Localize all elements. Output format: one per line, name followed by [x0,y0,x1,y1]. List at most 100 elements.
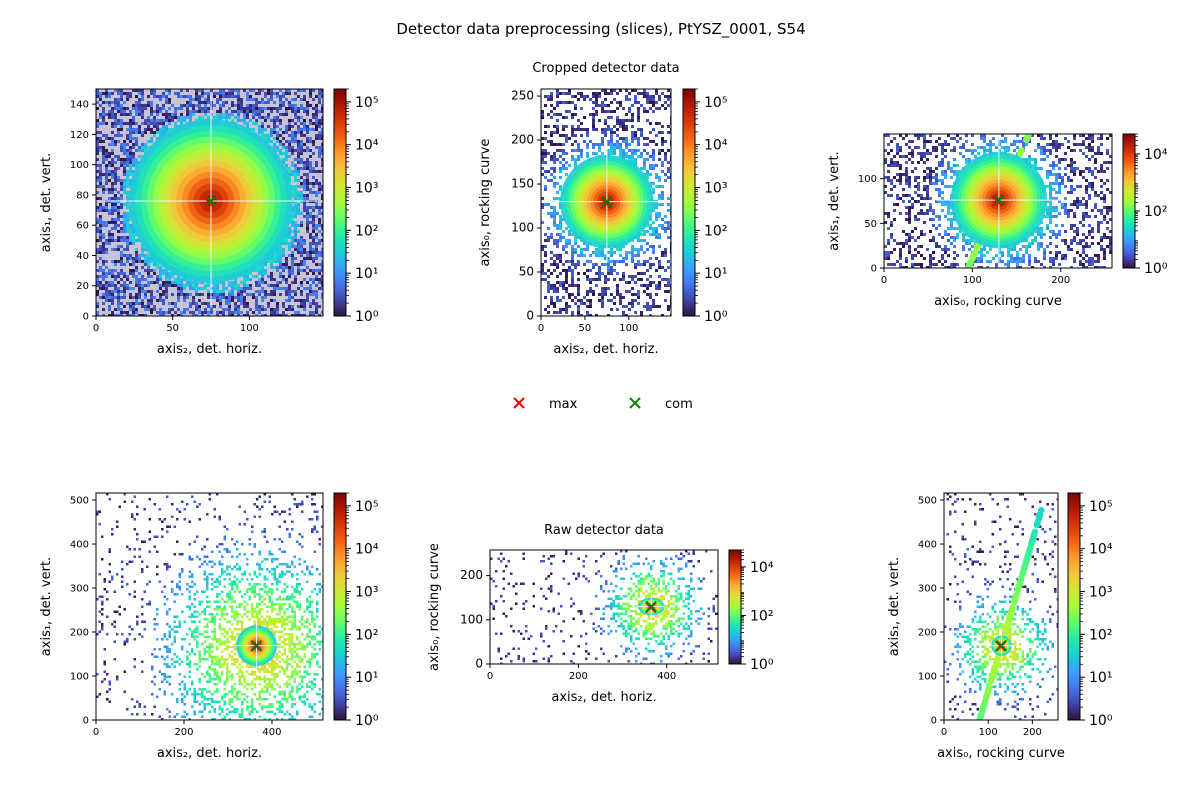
colorbar: 10⁰ 10¹ 10² 10³ 10⁴ 10⁵ [333,88,379,325]
y-tick-label: 50 [519,265,534,279]
colorbar-tick-label: 10⁵ [1089,499,1112,515]
y-tick-label: 50 [864,219,877,230]
y-tick-label: 200 [460,568,483,582]
x-tick-label: 0 [538,323,544,334]
panel-cropped-x-rocking: 0 50 100 0 50 100 150 200 250 axis₂, det. horiz. a… [478,61,728,357]
x-tick-label: 0 [93,727,99,738]
panels: 0 50 100 0 20 40 60 80 100 120 140 axis₂, det. hori… [39,61,1168,761]
x-tick-label: 200 [174,727,193,738]
y-axis-label: axis₁, det. vert. [887,557,902,656]
x-tick-label: 200 [1023,727,1042,738]
legend-label: max [549,397,578,412]
y-tick-label: 80 [76,190,89,201]
com-marker [205,195,217,207]
y-tick-label: 100 [918,672,937,683]
y-tick-label: 20 [76,281,89,292]
colorbar-tick-label: 10² [1144,204,1167,220]
colorbar: 10⁰ 10¹ 10² 10³ 10⁴ 10⁵ [682,88,728,325]
y-axis-label: axis₀, rocking curve [427,543,442,671]
com-marker [645,600,657,613]
panel-raw-rocking-y: 0 100 200 0 100 200 300 400 500 axis₀, rocking cu… [887,492,1113,761]
x-tick-label: 100 [619,323,638,334]
x-tick-label: 50 [579,323,592,334]
colorbar-tick-label: 10⁴ [1144,147,1168,163]
panel-title: Raw detector data [544,523,664,538]
y-tick-label: 100 [460,612,483,626]
colorbar-tick-label: 10¹ [1089,670,1112,686]
colorbar: 10⁰ 10² 10⁴ [728,549,774,673]
colorbar-tick-label: 10² [355,627,378,643]
panel-raw-x-rocking: 0 200 400 0 100 200 axis₂, det. horiz. axis₀, r… [427,523,774,705]
x-tick-label: 100 [240,323,259,334]
com-marker [601,195,613,208]
panel-cropped-rocking-y: 0 100 200 0 50 100 axis₀, rocking curve axis₁, … [827,133,1168,309]
y-tick-label: 250 [511,89,534,103]
colorbar-tick-label: 10⁰ [1089,713,1113,729]
legend: max com [513,397,693,412]
colorbar-tick-label: 10⁵ [355,95,378,111]
heatmap-cells [944,493,1058,720]
y-tick-label: 0 [526,309,534,323]
y-tick-label: 150 [511,177,534,191]
x-tick-label: 0 [941,727,947,738]
x-axis-label: axis₂, det. horiz. [157,342,262,357]
heatmap-cells [96,89,323,316]
com-marker [995,639,1008,652]
heatmap-cells [96,493,323,720]
x-tick-label: 0 [93,323,99,334]
y-tick-label: 100 [70,160,89,171]
figure-title: Detector data preprocessing (slices), Pt… [396,20,805,39]
y-axis-label: axis₁, det. vert. [39,153,54,252]
x-tick-label: 200 [569,671,588,682]
x-axis-label: axis₂, det. horiz. [553,342,658,357]
colorbar-tick-label: 10⁴ [704,138,728,154]
y-tick-label: 120 [70,130,89,141]
x-axis-label: axis₀, rocking curve [934,294,1062,309]
heatmap-cells [884,134,1112,268]
com-marker [250,639,263,652]
y-tick-label: 140 [70,100,89,111]
y-tick-label: 200 [918,628,937,639]
colorbar-tick-label: 10⁵ [355,499,378,515]
x-axis-label: axis₀, rocking curve [937,746,1065,761]
colorbar-tick-label: 10³ [355,585,378,601]
colorbar-tick-label: 10³ [1089,585,1112,601]
y-tick-label: 400 [70,540,89,551]
heatmap-cells [490,550,718,664]
colorbar-tick-label: 10⁵ [704,95,727,111]
colorbar-tick-label: 10⁴ [1089,542,1113,558]
colorbar: 10⁰ 10² 10⁴ [1122,133,1168,277]
colorbar-tick-label: 10⁰ [355,309,379,325]
colorbar-tick-label: 10⁴ [750,560,774,576]
y-tick-label: 40 [76,251,89,262]
y-axis-label: axis₀, rocking curve [478,139,493,267]
colorbar-tick-label: 10² [704,223,727,239]
colorbar-tick-label: 10⁴ [355,542,379,558]
colorbar-tick-label: 10³ [704,181,727,197]
legend-entry-com: com [629,397,693,412]
colorbar-tick-label: 10¹ [355,266,378,282]
y-tick-label: 0 [871,264,877,275]
x-tick-label: 100 [979,727,998,738]
y-tick-label: 0 [931,716,937,727]
y-tick-label: 200 [511,133,534,147]
y-axis-label: axis₁, det. vert. [39,557,54,656]
panel-raw-xy: 0 200 400 0 100 200 300 400 500 axis₂, det. horiz… [39,492,379,761]
x-tick-label: 0 [487,671,493,682]
y-tick-label: 0 [83,716,89,727]
legend-label: com [665,397,693,412]
y-tick-label: 300 [918,584,937,595]
y-tick-label: 300 [70,584,89,595]
y-tick-label: 60 [76,221,89,232]
x-tick-label: 400 [262,727,281,738]
x-axis-label: axis₂, det. horiz. [551,690,656,705]
colorbar-tick-label: 10² [750,608,773,624]
colorbar-tick-label: 10⁰ [355,713,379,729]
colorbar-tick-label: 10³ [355,181,378,197]
x-tick-label: 0 [881,275,887,286]
x-axis-label: axis₂, det. horiz. [157,746,262,761]
x-tick-label: 100 [963,275,982,286]
colorbar-tick-label: 10⁰ [704,309,728,325]
y-tick-label: 0 [83,312,89,323]
